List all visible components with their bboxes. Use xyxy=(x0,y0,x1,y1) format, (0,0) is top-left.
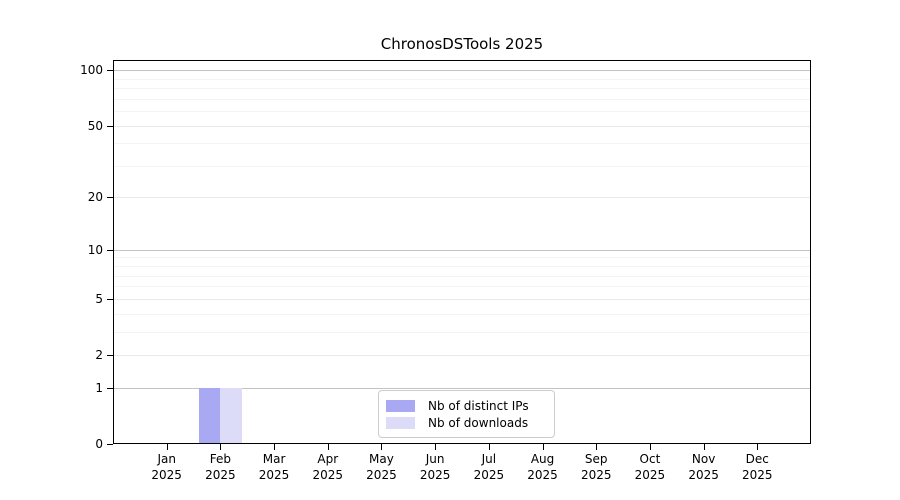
gridline-minor xyxy=(114,78,810,80)
y-axis-tick xyxy=(107,355,113,356)
y-axis-tick xyxy=(107,444,113,445)
gridline-minor xyxy=(114,313,810,315)
y-axis-tick xyxy=(107,249,113,251)
x-tick-label: Sep 2025 xyxy=(580,452,612,482)
y-tick-label: 100 xyxy=(80,63,103,78)
plot-area xyxy=(113,60,811,444)
legend-item-label: Nb of downloads xyxy=(428,415,529,430)
x-tick-label: Jun 2025 xyxy=(419,452,451,482)
x-tick-label: Oct 2025 xyxy=(634,452,666,482)
gridline-major xyxy=(114,197,810,199)
legend-swatch xyxy=(386,399,415,412)
x-tick-label: Nov 2025 xyxy=(688,452,719,482)
x-tick-label: Jul 2025 xyxy=(473,452,505,482)
x-axis-tick xyxy=(542,444,544,450)
gridline-minor xyxy=(114,331,810,333)
x-tick-label: Aug 2025 xyxy=(527,452,558,482)
x-axis-tick xyxy=(757,444,759,450)
y-tick-label: 10 xyxy=(87,242,103,257)
gridline-major xyxy=(114,298,810,300)
x-axis-tick xyxy=(274,444,276,450)
legend-swatch xyxy=(386,416,415,429)
x-axis-tick xyxy=(166,444,168,450)
gridline-major xyxy=(114,249,810,251)
legend: Nb of distinct IPs Nb of downloads xyxy=(378,390,555,438)
y-tick-label: 2 xyxy=(95,348,103,362)
legend-item: Nb of downloads xyxy=(386,414,546,431)
y-tick-label: 20 xyxy=(87,190,103,205)
gridline-major xyxy=(114,387,810,389)
x-tick-label: Dec 2025 xyxy=(742,452,773,482)
gridline-major xyxy=(114,355,810,356)
x-axis-tick xyxy=(649,444,651,450)
y-tick-label: 0 xyxy=(95,437,103,451)
y-tick-label: 50 xyxy=(87,118,103,133)
x-tick-label: Apr 2025 xyxy=(312,452,344,482)
x-tick-label: Feb 2025 xyxy=(205,452,236,482)
x-tick-label: Jan 2025 xyxy=(151,452,182,482)
x-axis-tick xyxy=(327,444,329,450)
x-axis-tick xyxy=(220,444,222,450)
y-axis-tick xyxy=(107,125,113,127)
gridline-minor xyxy=(114,266,810,268)
gridline-minor xyxy=(114,286,810,288)
x-axis-tick xyxy=(703,444,705,450)
y-axis-tick xyxy=(107,197,113,199)
x-axis-tick xyxy=(596,444,598,450)
gridline-minor xyxy=(114,165,810,167)
gridline-minor xyxy=(114,111,810,113)
legend-item: Nb of distinct IPs xyxy=(386,397,546,414)
x-axis-tick xyxy=(488,444,490,450)
gridline-minor xyxy=(114,98,810,100)
x-tick-label: May 2025 xyxy=(366,452,397,482)
x-axis-tick xyxy=(435,444,437,450)
bar-nb-of-downloads-feb xyxy=(220,387,242,443)
gridline-major xyxy=(114,70,810,72)
y-axis-tick xyxy=(107,70,113,72)
gridline-minor xyxy=(114,88,810,90)
gridline-major xyxy=(114,125,810,127)
bar-nb-of-distinct-ips-feb xyxy=(198,387,221,443)
legend-item-label: Nb of distinct IPs xyxy=(428,398,529,413)
y-tick-label: 1 xyxy=(95,380,103,395)
gridline-minor xyxy=(114,275,810,277)
chart-title: ChronosDSTools 2025 xyxy=(380,35,544,53)
gridline-minor xyxy=(114,257,810,259)
y-axis-tick xyxy=(107,298,113,300)
x-axis-tick xyxy=(381,444,383,450)
y-axis-tick xyxy=(107,387,113,389)
y-tick-label: 5 xyxy=(95,291,103,306)
gridline-minor xyxy=(114,143,810,145)
x-tick-label: Mar 2025 xyxy=(258,452,290,482)
